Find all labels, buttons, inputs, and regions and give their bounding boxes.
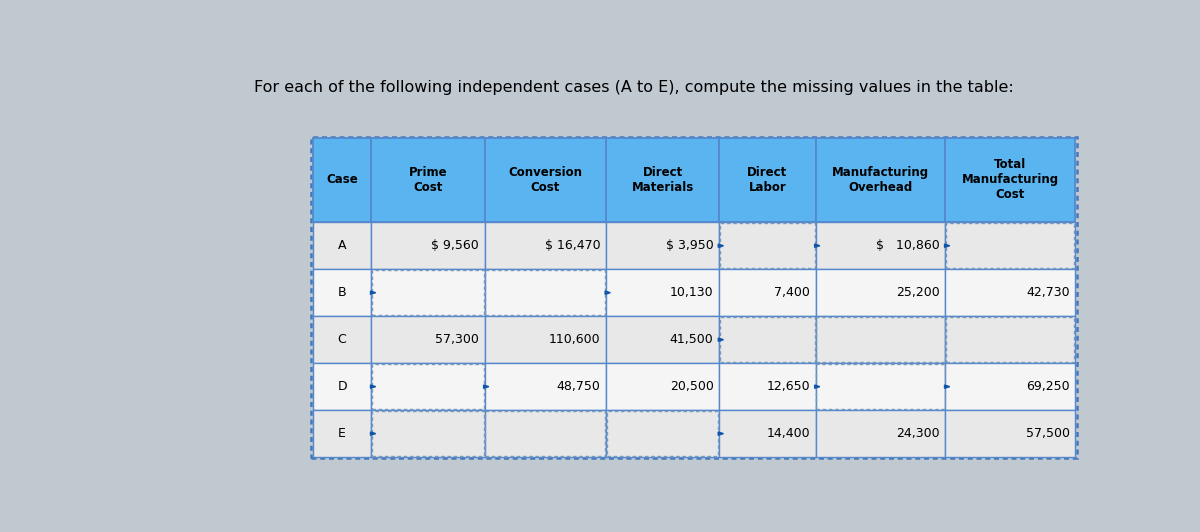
Bar	[719, 269, 816, 316]
Bar	[372, 316, 485, 363]
Bar	[485, 316, 606, 363]
Bar	[606, 410, 719, 457]
Text: C: C	[337, 333, 347, 346]
Text: 57,500: 57,500	[1026, 427, 1069, 440]
Bar	[313, 138, 372, 222]
Bar	[607, 411, 719, 456]
Polygon shape	[605, 291, 611, 294]
Bar	[485, 222, 606, 269]
Bar	[816, 222, 946, 269]
Text: Direct
Materials: Direct Materials	[631, 166, 694, 194]
Bar	[372, 363, 485, 410]
Text: Conversion
Cost: Conversion Cost	[509, 166, 582, 194]
Bar	[372, 222, 485, 269]
Text: For each of the following independent cases (A to E), compute the missing values: For each of the following independent ca…	[253, 80, 1014, 95]
Text: $ 3,950: $ 3,950	[666, 239, 714, 252]
Polygon shape	[815, 244, 820, 247]
Bar	[372, 364, 484, 409]
Bar	[372, 270, 484, 315]
Bar	[485, 410, 606, 457]
Bar	[816, 316, 946, 363]
Text: $ 9,560: $ 9,560	[431, 239, 479, 252]
Bar	[606, 316, 719, 363]
Text: 69,250: 69,250	[1026, 380, 1069, 393]
Text: 20,500: 20,500	[670, 380, 714, 393]
Bar	[720, 223, 815, 268]
Bar	[372, 411, 484, 456]
Bar	[946, 316, 1075, 363]
Bar	[372, 269, 485, 316]
Bar	[946, 138, 1075, 222]
Bar	[313, 410, 372, 457]
Bar	[947, 223, 1074, 268]
Bar	[606, 138, 719, 222]
Polygon shape	[371, 432, 376, 435]
Bar	[720, 318, 815, 362]
Text: 41,500: 41,500	[670, 333, 714, 346]
Polygon shape	[719, 244, 724, 247]
Text: 42,730: 42,730	[1026, 286, 1069, 299]
Text: 7,400: 7,400	[774, 286, 810, 299]
Text: A: A	[338, 239, 347, 252]
Text: Total
Manufacturing
Cost: Total Manufacturing Cost	[962, 159, 1058, 202]
Polygon shape	[484, 385, 488, 388]
Bar	[486, 270, 605, 315]
Polygon shape	[944, 244, 949, 247]
Polygon shape	[371, 291, 376, 294]
Bar	[313, 316, 372, 363]
Bar	[372, 410, 485, 457]
Bar	[311, 137, 1078, 458]
Polygon shape	[815, 385, 820, 388]
Text: Case: Case	[326, 173, 358, 186]
Bar	[816, 269, 946, 316]
Bar	[313, 363, 372, 410]
Bar	[372, 138, 485, 222]
Text: 10,130: 10,130	[670, 286, 714, 299]
Bar	[816, 364, 944, 409]
Bar	[486, 411, 605, 456]
Bar	[313, 222, 372, 269]
Bar	[719, 316, 816, 363]
Text: $ 16,470: $ 16,470	[545, 239, 600, 252]
Text: 25,200: 25,200	[896, 286, 940, 299]
Bar	[719, 222, 816, 269]
Bar	[946, 363, 1075, 410]
Bar	[946, 269, 1075, 316]
Bar	[946, 222, 1075, 269]
Bar	[816, 318, 944, 362]
Bar	[606, 363, 719, 410]
Bar	[946, 410, 1075, 457]
Text: Prime
Cost: Prime Cost	[409, 166, 448, 194]
Bar	[313, 269, 372, 316]
Text: D: D	[337, 380, 347, 393]
Bar	[606, 222, 719, 269]
Bar	[606, 269, 719, 316]
Polygon shape	[719, 432, 724, 435]
Text: 24,300: 24,300	[896, 427, 940, 440]
Bar	[947, 318, 1074, 362]
Text: 14,400: 14,400	[767, 427, 810, 440]
Text: 57,300: 57,300	[436, 333, 479, 346]
Bar	[485, 138, 606, 222]
Bar	[719, 410, 816, 457]
Text: 110,600: 110,600	[548, 333, 600, 346]
Bar	[719, 363, 816, 410]
Text: Manufacturing
Overhead: Manufacturing Overhead	[832, 166, 929, 194]
Text: E: E	[338, 427, 346, 440]
Bar	[719, 138, 816, 222]
Bar	[485, 363, 606, 410]
Bar	[816, 138, 946, 222]
Text: 48,750: 48,750	[557, 380, 600, 393]
Text: B: B	[337, 286, 347, 299]
Bar	[816, 410, 946, 457]
Polygon shape	[371, 385, 376, 388]
Text: $   10,860: $ 10,860	[876, 239, 940, 252]
Bar	[816, 363, 946, 410]
Text: 12,650: 12,650	[767, 380, 810, 393]
Text: Direct
Labor: Direct Labor	[748, 166, 787, 194]
Polygon shape	[719, 338, 724, 342]
Bar	[485, 269, 606, 316]
Polygon shape	[944, 385, 949, 388]
